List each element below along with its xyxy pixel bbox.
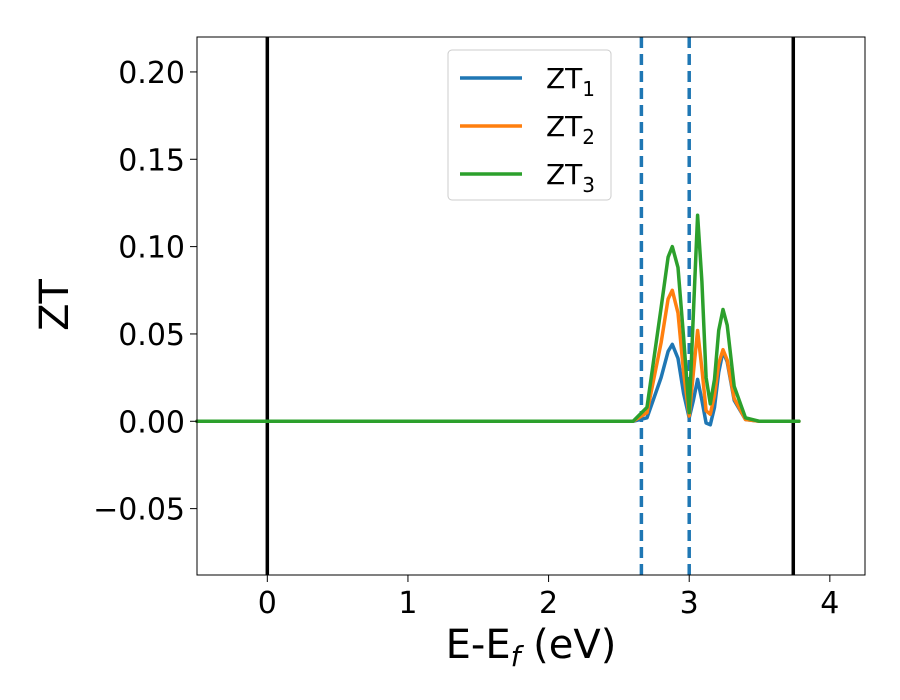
x-tick-label: 3 bbox=[680, 586, 699, 621]
y-axis-label: ZT bbox=[32, 279, 78, 331]
y-tick-label: 0.05 bbox=[118, 318, 185, 353]
x-axis-label-main: E-E bbox=[446, 622, 511, 668]
x-axis-label: E-Ef (eV) bbox=[446, 622, 617, 673]
x-tick-label: 4 bbox=[820, 586, 839, 621]
x-axis: 0 1 2 3 4 bbox=[258, 575, 839, 621]
x-tick-label: 1 bbox=[398, 586, 417, 621]
plot-frame bbox=[196, 36, 866, 576]
y-tick-label: 0.00 bbox=[118, 405, 185, 440]
series-line-zt2 bbox=[195, 288, 801, 424]
legend: ZT1 ZT2 ZT3 bbox=[447, 49, 612, 201]
legend-label-zt2: ZT2 bbox=[546, 110, 595, 149]
x-axis-label-unit: (eV) bbox=[520, 622, 616, 668]
y-tick-label: 0.20 bbox=[118, 56, 185, 91]
y-tick-label: 0.10 bbox=[118, 231, 185, 266]
legend-label-zt3: ZT3 bbox=[546, 158, 595, 197]
x-tick-label: 0 bbox=[258, 586, 277, 621]
x-tick-label: 2 bbox=[539, 586, 558, 621]
legend-label-zt1: ZT1 bbox=[546, 62, 595, 101]
series-line-zt3 bbox=[195, 213, 801, 424]
y-tick-label: 0.15 bbox=[118, 143, 185, 178]
reference-lines bbox=[265, 37, 796, 575]
series-lines bbox=[195, 213, 801, 427]
legend-box bbox=[447, 49, 612, 201]
y-axis: −0.05 0.00 0.05 0.10 0.15 0.20 bbox=[93, 56, 197, 528]
y-tick-label: −0.05 bbox=[93, 493, 185, 528]
